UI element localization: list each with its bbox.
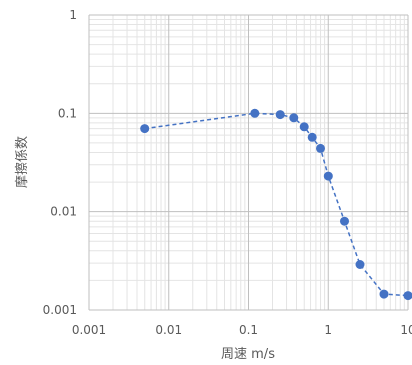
y-tick-label: 0.001 xyxy=(43,303,77,317)
x-tick-label: 10 xyxy=(400,323,412,337)
major-gridlines xyxy=(88,14,409,311)
data-point xyxy=(316,143,325,153)
x-tick-labels: 0.001 0.01 0.1 1 10 xyxy=(72,323,412,337)
y-tick-label: 0.01 xyxy=(50,205,77,219)
y-tick-label: 1 xyxy=(69,8,77,22)
data-point xyxy=(379,289,389,299)
data-series xyxy=(140,108,412,301)
data-point xyxy=(275,110,285,120)
data-point xyxy=(289,113,299,123)
data-point xyxy=(403,291,412,301)
y-tick-label: 0.1 xyxy=(58,106,77,120)
data-point xyxy=(355,260,365,269)
data-point xyxy=(307,132,317,142)
minor-gridlines xyxy=(89,15,408,310)
data-point xyxy=(250,108,260,118)
x-tick-label: 0.1 xyxy=(239,323,258,337)
x-tick-label: 1 xyxy=(324,323,332,337)
data-point xyxy=(323,171,333,181)
x-axis-title: 周速 m/s xyxy=(221,347,275,362)
series-line xyxy=(144,112,409,297)
data-point xyxy=(140,124,150,134)
x-tick-label: 0.001 xyxy=(72,323,106,337)
y-tick-labels: 0.001 0.01 0.1 1 xyxy=(43,8,77,317)
data-point xyxy=(340,216,349,226)
y-axis-title: 摩擦係数 xyxy=(14,136,30,188)
data-point xyxy=(299,122,309,132)
x-tick-label: 0.01 xyxy=(155,323,182,337)
